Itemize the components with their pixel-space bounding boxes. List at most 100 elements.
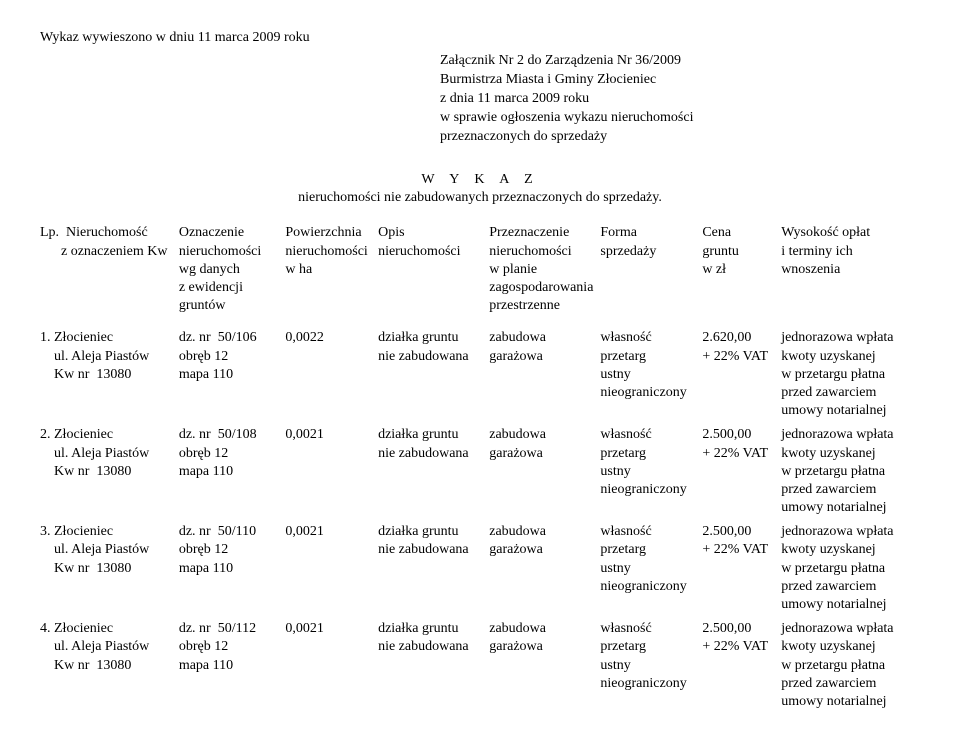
cell-line: i terminy ich [781, 243, 914, 261]
cell-line: jednorazowa wpłata [781, 620, 914, 638]
header-col-c7: Wysokość opłati terminy ichwnoszenia [781, 224, 920, 279]
body-col-c5: własnośćprzetargustnynieograniczony [600, 620, 702, 693]
cell-line: nieruchomości [378, 243, 483, 261]
cell-line: kwoty uzyskanej [781, 541, 914, 559]
cell-line: Wysokość opłat [781, 224, 914, 242]
cell-line: garażowa [489, 348, 594, 366]
document-subtitle: nieruchomości nie zabudowanych przeznacz… [40, 190, 920, 206]
cell-line: dz. nr 50/108 [179, 426, 280, 444]
cell-line: Lp. Nieruchomość [40, 224, 173, 242]
cell-line: 1. Złocieniec [40, 329, 173, 347]
cell-line: własność [600, 426, 696, 444]
cell-line: jednorazowa wpłata [781, 523, 914, 541]
cell-line: w przetargu płatna [781, 560, 914, 578]
cell-line: w zł [702, 261, 775, 279]
cell-line: z oznaczeniem Kw [40, 243, 173, 261]
cell-line: 0,0022 [285, 329, 372, 347]
cell-line: 4. Złocieniec [40, 620, 173, 638]
body-col-c0: 3. Złocieniec ul. Aleja Piastów Kw nr 13… [40, 523, 179, 578]
cell-line: przestrzenne [489, 297, 594, 315]
cell-line: dz. nr 50/110 [179, 523, 280, 541]
body-col-c2: 0,0022 [285, 329, 378, 347]
cell-line: Forma [600, 224, 696, 242]
cell-line: umowy notarialnej [781, 499, 914, 517]
attachment-line: Załącznik Nr 2 do Zarządzenia Nr 36/2009 [440, 52, 920, 71]
cell-line: umowy notarialnej [781, 596, 914, 614]
body-col-c3: działka gruntunie zabudowana [378, 426, 489, 462]
cell-line: Powierzchnia [285, 224, 372, 242]
cell-line: w planie [489, 261, 594, 279]
title-text: W Y K A Z [421, 172, 538, 187]
cell-line: w przetargu płatna [781, 366, 914, 384]
body-col-c0: 2. Złocieniec ul. Aleja Piastów Kw nr 13… [40, 426, 179, 481]
cell-line: przed zawarciem [781, 384, 914, 402]
cell-line: własność [600, 620, 696, 638]
table-header: Lp. Nieruchomość z oznaczeniem KwOznacze… [40, 224, 920, 315]
cell-line: własność [600, 523, 696, 541]
cell-line: zabudowa [489, 620, 594, 638]
header-col-c6: Cenagruntuw zł [702, 224, 781, 279]
cell-line: 3. Złocieniec [40, 523, 173, 541]
attachment-line: przeznaczonych do sprzedaży [440, 128, 920, 147]
cell-line: z ewidencji [179, 279, 280, 297]
cell-line: obręb 12 [179, 445, 280, 463]
body-col-c4: zabudowagarażowa [489, 523, 600, 559]
body-col-c6: 2.500,00+ 22% VAT [702, 620, 781, 656]
body-col-c7: jednorazowa wpłatakwoty uzyskanejw przet… [781, 329, 920, 420]
cell-line: obręb 12 [179, 541, 280, 559]
cell-line: wnoszenia [781, 261, 914, 279]
body-col-c3: działka gruntunie zabudowana [378, 523, 489, 559]
cell-line: przetarg [600, 445, 696, 463]
cell-line: mapa 110 [179, 560, 280, 578]
cell-line: nieruchomości [285, 243, 372, 261]
body-col-c7: jednorazowa wpłatakwoty uzyskanejw przet… [781, 620, 920, 711]
cell-line: w przetargu płatna [781, 463, 914, 481]
cell-line: zabudowa [489, 329, 594, 347]
cell-line: w ha [285, 261, 372, 279]
cell-line: + 22% VAT [702, 445, 775, 463]
cell-line: Kw nr 13080 [40, 463, 173, 481]
cell-line: zabudowa [489, 426, 594, 444]
cell-line: Przeznaczenie [489, 224, 594, 242]
table-row: 3. Złocieniec ul. Aleja Piastów Kw nr 13… [40, 523, 920, 614]
body-col-c0: 1. Złocieniec ul. Aleja Piastów Kw nr 13… [40, 329, 179, 384]
cell-line: własność [600, 329, 696, 347]
cell-line: 0,0021 [285, 426, 372, 444]
cell-line: wg danych [179, 261, 280, 279]
cell-line: działka gruntu [378, 523, 483, 541]
cell-line: Cena [702, 224, 775, 242]
cell-line: jednorazowa wpłata [781, 329, 914, 347]
cell-line: nieograniczony [600, 384, 696, 402]
cell-line: ustny [600, 560, 696, 578]
body-col-c2: 0,0021 [285, 523, 378, 541]
cell-line: kwoty uzyskanej [781, 348, 914, 366]
header-row: Lp. Nieruchomość z oznaczeniem KwOznacze… [40, 224, 920, 315]
cell-line: 2. Złocieniec [40, 426, 173, 444]
header-col-c4: Przeznaczenienieruchomościw planiezagosp… [489, 224, 600, 315]
cell-line: gruntów [179, 297, 280, 315]
cell-line: 2.500,00 [702, 523, 775, 541]
cell-line: nie zabudowana [378, 348, 483, 366]
cell-line: umowy notarialnej [781, 693, 914, 711]
cell-line: + 22% VAT [702, 541, 775, 559]
body-col-c7: jednorazowa wpłatakwoty uzyskanejw przet… [781, 523, 920, 614]
cell-line: Kw nr 13080 [40, 560, 173, 578]
cell-line: nie zabudowana [378, 445, 483, 463]
cell-line: nieograniczony [600, 675, 696, 693]
cell-line: garażowa [489, 541, 594, 559]
cell-line: ul. Aleja Piastów [40, 445, 173, 463]
cell-line: przetarg [600, 541, 696, 559]
cell-line: ul. Aleja Piastów [40, 541, 173, 559]
cell-line: dz. nr 50/112 [179, 620, 280, 638]
header-col-c3: Opisnieruchomości [378, 224, 489, 260]
body-col-c6: 2.620,00+ 22% VAT [702, 329, 781, 365]
cell-line: jednorazowa wpłata [781, 426, 914, 444]
cell-line: nieruchomości [179, 243, 280, 261]
body-col-c1: dz. nr 50/108obręb 12mapa 110 [179, 426, 286, 481]
body-col-c3: działka gruntunie zabudowana [378, 620, 489, 656]
cell-line: mapa 110 [179, 657, 280, 675]
body-col-c1: dz. nr 50/110obręb 12mapa 110 [179, 523, 286, 578]
cell-line: przed zawarciem [781, 481, 914, 499]
cell-line: przed zawarciem [781, 578, 914, 596]
cell-line: działka gruntu [378, 620, 483, 638]
